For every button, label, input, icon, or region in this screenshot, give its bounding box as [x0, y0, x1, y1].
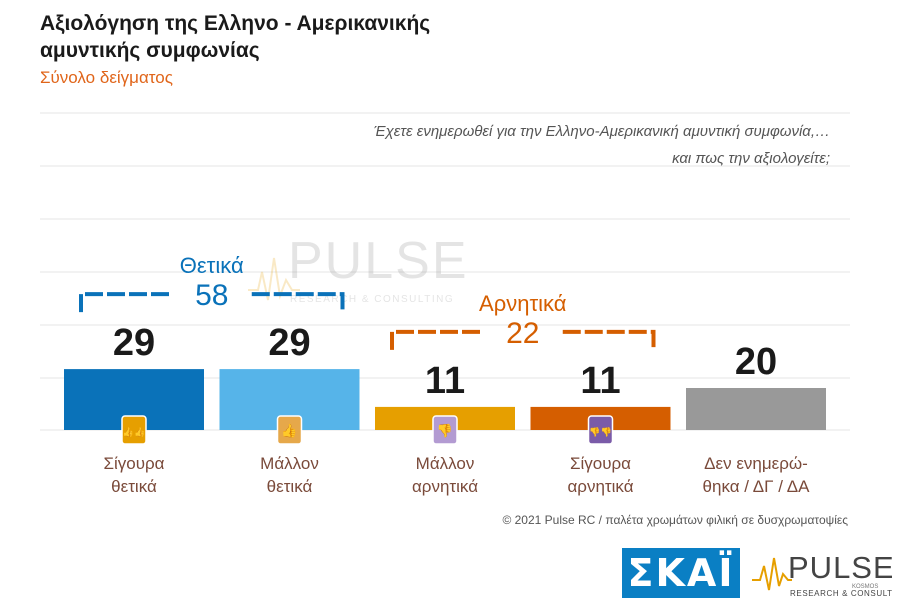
group-label: Αρνητικά	[479, 291, 567, 316]
copyright-footer: © 2021 Pulse RC / παλέτα χρωμάτων φιλική…	[502, 513, 848, 527]
category-label: Δεν ενημερώ-	[704, 454, 808, 473]
two-thumbs-down-icon: 👎👎	[587, 415, 614, 445]
value-label: 11	[425, 360, 465, 402]
bracket-right	[562, 329, 656, 350]
two-thumbs-down-icon-glyph: 👎👎	[589, 427, 611, 438]
value-label: 11	[580, 360, 620, 402]
question-line-1: Έχετε ενημερωθεί για την Ελληνο-Αμερικαν…	[373, 123, 830, 140]
watermark-name: PULSE	[288, 232, 469, 290]
bar	[686, 388, 826, 430]
pulse-logo-subtitle: RESEARCH & CONSULTING	[790, 589, 892, 598]
category-label: Σίγουρα	[103, 454, 164, 473]
thumb-up-icon: 👍	[276, 415, 303, 445]
thumb-down-icon-glyph: 👎	[437, 423, 453, 439]
thumb-up-icon-glyph: 👍	[281, 423, 297, 439]
category-label: Μάλλον	[416, 454, 475, 473]
category-label: Μάλλον	[260, 454, 319, 473]
pulse-logo-name: PULSE	[788, 550, 892, 585]
group-total: 22	[506, 317, 539, 350]
pulse-logo-line	[752, 557, 792, 591]
pulse-logo: PULSE KOSMOS RESEARCH & CONSULTING	[752, 550, 892, 598]
watermark-subtitle: RESEARCH & CONSULTING	[290, 294, 454, 305]
category-label: θηκα / ΔΓ / ΔΑ	[703, 477, 811, 496]
category-label: θετικά	[267, 477, 313, 496]
category-label: θετικά	[111, 477, 157, 496]
skai-logo: ΣΚΑΪ	[622, 548, 740, 598]
value-label: 29	[268, 322, 310, 364]
pulse-logo-tag: KOSMOS	[852, 584, 878, 590]
question-line-2: και πως την αξιολογείτε;	[672, 150, 830, 167]
bracket-left	[390, 329, 483, 350]
chart-subtitle: Σύνολο δείγματος	[40, 68, 173, 87]
bracket-right	[251, 292, 345, 313]
category-label: Σίγουρα	[570, 454, 631, 473]
two-thumbs-up-icon-bg	[121, 415, 147, 445]
category-label: αρνητικά	[412, 477, 478, 496]
category-label: αρνητικά	[567, 477, 633, 496]
two-thumbs-up-icon: 👍👍	[121, 415, 147, 445]
two-thumbs-up-icon-glyph: 👍👍	[123, 426, 145, 438]
survey-question: Έχετε ενημερωθεί για την Ελληνο-Αμερικαν…	[270, 118, 830, 172]
chart-title: Αξιολόγηση της Ελληνο - Αμερικανικής αμυ…	[40, 12, 431, 62]
value-label: 20	[735, 341, 777, 383]
bracket-left	[79, 292, 172, 313]
thumb-up-icon-bg	[276, 415, 303, 445]
thumb-down-icon: 👎	[432, 415, 458, 445]
group-total: 58	[195, 279, 228, 312]
two-thumbs-down-icon-bg	[587, 415, 614, 445]
group-label: Θετικά	[180, 253, 244, 278]
pulse-watermark: PULSE RESEARCH & CONSULTING	[248, 232, 469, 305]
value-label: 29	[113, 322, 155, 364]
watermark-pulse-line	[248, 257, 300, 301]
thumb-down-icon-bg	[432, 415, 458, 445]
